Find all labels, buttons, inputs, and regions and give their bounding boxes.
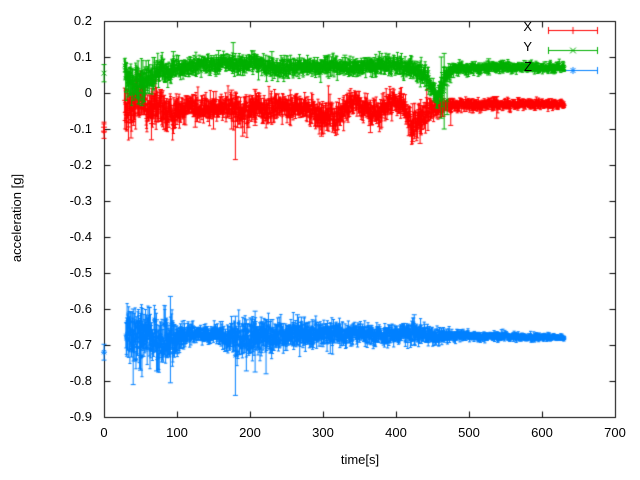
- x-axis-label: time[s]: [340, 452, 380, 467]
- x-tick-label: 100: [166, 425, 188, 440]
- y-tick-label: 0: [84, 85, 92, 100]
- y-tick-label: -0.4: [69, 229, 92, 244]
- y-tick-label: -0.3: [69, 193, 92, 208]
- x-tick-label: 200: [239, 425, 261, 440]
- legend-label-z: Z: [524, 59, 532, 74]
- y-axis-label: acceleration [g]: [9, 173, 24, 263]
- y-tick-label: -0.2: [69, 157, 92, 172]
- y-tick-label: -0.9: [69, 409, 92, 424]
- y-tick-label: -0.6: [69, 301, 92, 316]
- y-tick-label: -0.8: [69, 373, 92, 388]
- x-tick-label: 600: [531, 425, 553, 440]
- x-tick-label: 300: [312, 425, 334, 440]
- x-tick-label: 700: [604, 425, 626, 440]
- legend-label-x: X: [523, 19, 532, 34]
- x-tick-label: 500: [458, 425, 480, 440]
- y-tick-label: -0.1: [69, 121, 92, 136]
- x-tick-label: 0: [100, 425, 108, 440]
- y-tick-label: 0.2: [73, 13, 92, 28]
- y-tick-label: -0.7: [69, 337, 92, 352]
- y-tick-label: 0.1: [73, 49, 92, 64]
- legend-label-y: Y: [523, 39, 532, 54]
- x-tick-label: 400: [385, 425, 407, 440]
- y-tick-label: -0.5: [69, 265, 92, 280]
